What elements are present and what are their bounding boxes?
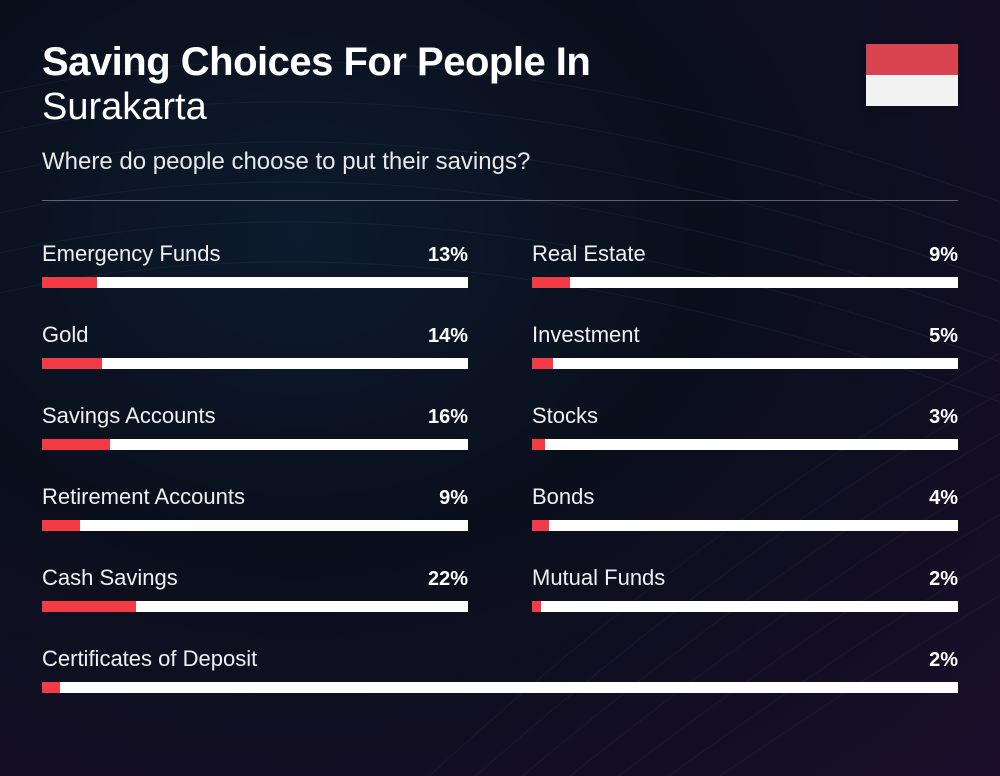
- bar-track: [42, 358, 468, 369]
- bar-track: [532, 277, 958, 288]
- bar-value: 16%: [428, 406, 468, 429]
- bar-track: [42, 601, 468, 612]
- bar-track: [532, 358, 958, 369]
- bar-fill: [532, 520, 549, 531]
- bar-fill: [42, 601, 136, 612]
- bar-value: 5%: [929, 325, 958, 348]
- bar-value-suffix: %: [450, 487, 468, 509]
- bar-value-number: 14: [428, 325, 450, 347]
- bar-track: [532, 520, 958, 531]
- bar-label: Stocks: [532, 403, 598, 429]
- title-main: Saving Choices For People In: [42, 40, 866, 84]
- bar-value-suffix: %: [940, 487, 958, 509]
- bar-item-head: Retirement Accounts 9%: [42, 484, 468, 510]
- bar-value-suffix: %: [940, 406, 958, 428]
- bar-value-suffix: %: [940, 649, 958, 671]
- bar-label: Mutual Funds: [532, 565, 665, 591]
- bar-label: Certificates of Deposit: [42, 646, 257, 672]
- bar-value-number: 5: [929, 325, 940, 347]
- bar-label: Emergency Funds: [42, 241, 221, 267]
- bar-value: 3%: [929, 406, 958, 429]
- bar-value-suffix: %: [450, 568, 468, 590]
- subtitle: Where do people choose to put their savi…: [42, 148, 866, 176]
- bar-item-head: Savings Accounts 16%: [42, 403, 468, 429]
- bar-item: Real Estate 9%: [532, 241, 958, 288]
- bar-value-suffix: %: [450, 325, 468, 347]
- bar-track: [42, 277, 468, 288]
- bar-item-head: Gold 14%: [42, 322, 468, 348]
- bar-track: [42, 682, 958, 693]
- bar-value-suffix: %: [940, 244, 958, 266]
- bar-item: Savings Accounts 16%: [42, 403, 468, 450]
- bar-value: 2%: [929, 649, 958, 672]
- bar-value-suffix: %: [940, 568, 958, 590]
- bar-fill: [532, 358, 553, 369]
- bar-track: [42, 439, 468, 450]
- bar-value-suffix: %: [450, 244, 468, 266]
- bar-fill: [532, 439, 545, 450]
- flag-bottom-stripe: [866, 75, 958, 106]
- bar-track: [532, 439, 958, 450]
- bar-value-number: 2: [929, 649, 940, 671]
- bar-fill: [42, 520, 80, 531]
- bar-label: Savings Accounts: [42, 403, 216, 429]
- bar-label: Investment: [532, 322, 640, 348]
- bar-value-suffix: %: [940, 325, 958, 347]
- title-block: Saving Choices For People In Surakarta W…: [42, 40, 866, 176]
- bar-item: Mutual Funds 2%: [532, 565, 958, 612]
- bar-value: 9%: [929, 244, 958, 267]
- bar-item: Cash Savings 22%: [42, 565, 468, 612]
- bar-item-head: Stocks 3%: [532, 403, 958, 429]
- bar-fill: [42, 358, 102, 369]
- bar-item-head: Real Estate 9%: [532, 241, 958, 267]
- bar-item-head: Emergency Funds 13%: [42, 241, 468, 267]
- bar-value-number: 9: [439, 487, 450, 509]
- bar-value: 22%: [428, 568, 468, 591]
- divider: [42, 200, 958, 201]
- bar-item: Retirement Accounts 9%: [42, 484, 468, 531]
- bar-value: 4%: [929, 487, 958, 510]
- bar-label: Cash Savings: [42, 565, 178, 591]
- title-sub: Surakarta: [42, 86, 866, 130]
- bar-fill: [532, 601, 541, 612]
- bar-fill: [42, 277, 97, 288]
- bar-track: [532, 601, 958, 612]
- bar-track: [42, 520, 468, 531]
- bar-value: 14%: [428, 325, 468, 348]
- bar-value-number: 3: [929, 406, 940, 428]
- bar-value-number: 2: [929, 568, 940, 590]
- bars-grid: Emergency Funds13%Real Estate9%Gold14%In…: [42, 241, 958, 693]
- bar-value-number: 22: [428, 568, 450, 590]
- flag-icon: [866, 44, 958, 106]
- bar-item: Bonds 4%: [532, 484, 958, 531]
- bar-item: Stocks 3%: [532, 403, 958, 450]
- bar-value-number: 9: [929, 244, 940, 266]
- bar-item-head: Bonds 4%: [532, 484, 958, 510]
- bar-label: Real Estate: [532, 241, 646, 267]
- bar-value: 9%: [439, 487, 468, 510]
- bar-item-head: Certificates of Deposit 2%: [42, 646, 958, 672]
- bar-value: 2%: [929, 568, 958, 591]
- bar-value-number: 16: [428, 406, 450, 428]
- header: Saving Choices For People In Surakarta W…: [42, 40, 958, 176]
- bar-value-number: 13: [428, 244, 450, 266]
- bar-item-head: Investment 5%: [532, 322, 958, 348]
- bar-item: Certificates of Deposit 2%: [42, 646, 958, 693]
- bar-item-head: Mutual Funds 2%: [532, 565, 958, 591]
- bar-fill: [42, 682, 60, 693]
- bar-item: Emergency Funds 13%: [42, 241, 468, 288]
- bar-value: 13%: [428, 244, 468, 267]
- bar-item-head: Cash Savings 22%: [42, 565, 468, 591]
- bar-value-number: 4: [929, 487, 940, 509]
- bar-value-suffix: %: [450, 406, 468, 428]
- bar-fill: [42, 439, 110, 450]
- infographic-container: Saving Choices For People In Surakarta W…: [0, 0, 1000, 733]
- bar-item: Investment 5%: [532, 322, 958, 369]
- bar-fill: [532, 277, 570, 288]
- bar-label: Retirement Accounts: [42, 484, 245, 510]
- flag-top-stripe: [866, 44, 958, 75]
- bar-label: Gold: [42, 322, 88, 348]
- bar-item: Gold 14%: [42, 322, 468, 369]
- bar-label: Bonds: [532, 484, 594, 510]
